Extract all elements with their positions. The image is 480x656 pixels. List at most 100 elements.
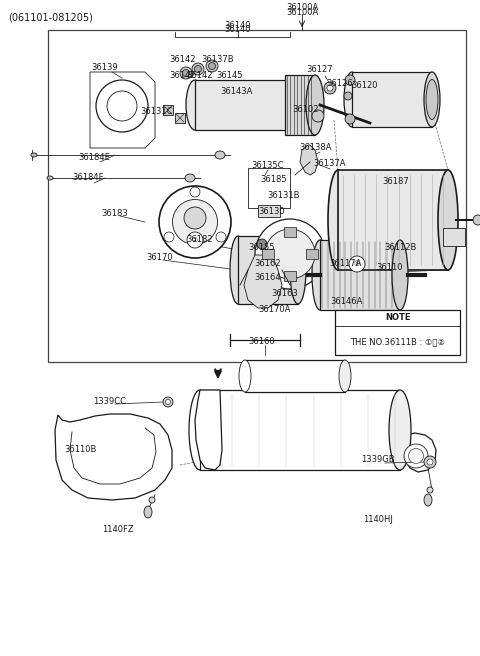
Ellipse shape (96, 80, 148, 132)
Circle shape (324, 82, 336, 94)
Text: 36184E: 36184E (78, 154, 110, 163)
Ellipse shape (339, 360, 351, 392)
Ellipse shape (312, 240, 328, 310)
FancyBboxPatch shape (175, 113, 185, 123)
Text: 36138A: 36138A (300, 144, 332, 152)
Ellipse shape (107, 91, 137, 121)
Ellipse shape (185, 174, 195, 182)
Text: 36110B: 36110B (64, 445, 96, 455)
Text: 36131C: 36131C (141, 108, 173, 117)
Text: 36137B: 36137B (202, 56, 234, 64)
Ellipse shape (265, 229, 315, 279)
Text: 36135C: 36135C (252, 161, 284, 169)
Text: (061101-081205): (061101-081205) (8, 12, 93, 22)
Bar (338, 170, 448, 270)
Text: 36139: 36139 (92, 64, 118, 73)
Text: 36112B: 36112B (384, 243, 416, 253)
Text: 36110: 36110 (377, 264, 403, 272)
Bar (284, 227, 296, 237)
Polygon shape (195, 390, 222, 470)
Text: 36162: 36162 (255, 260, 281, 268)
Circle shape (166, 400, 170, 405)
FancyBboxPatch shape (443, 228, 465, 246)
Ellipse shape (344, 72, 360, 127)
Text: 1140HJ: 1140HJ (363, 516, 393, 525)
Ellipse shape (255, 219, 325, 289)
Text: 36170: 36170 (147, 253, 173, 262)
Ellipse shape (290, 236, 306, 304)
Bar (195, 80, 305, 130)
Ellipse shape (208, 62, 216, 70)
Text: 36155: 36155 (249, 243, 275, 253)
Ellipse shape (306, 75, 324, 135)
Text: 36137A: 36137A (314, 159, 346, 169)
Text: 36182: 36182 (187, 236, 213, 245)
Text: 36100A: 36100A (286, 3, 318, 12)
Circle shape (345, 75, 355, 85)
Text: ②: ② (192, 237, 198, 243)
Text: 1339CC: 1339CC (94, 398, 127, 407)
Text: 36142: 36142 (187, 72, 213, 81)
Ellipse shape (172, 199, 217, 245)
Text: 36187: 36187 (383, 178, 409, 186)
Bar (320, 240, 400, 310)
Text: 36142: 36142 (170, 56, 196, 64)
Ellipse shape (424, 494, 432, 506)
Ellipse shape (189, 390, 211, 470)
Ellipse shape (31, 153, 37, 157)
Ellipse shape (190, 187, 200, 197)
Text: 36164: 36164 (255, 274, 281, 283)
Polygon shape (400, 433, 436, 472)
Ellipse shape (186, 80, 204, 130)
Ellipse shape (216, 232, 226, 242)
Circle shape (345, 114, 355, 124)
Ellipse shape (194, 66, 202, 73)
FancyBboxPatch shape (163, 105, 173, 115)
Ellipse shape (239, 360, 251, 392)
Ellipse shape (438, 170, 458, 270)
Polygon shape (55, 414, 172, 500)
Ellipse shape (404, 444, 428, 468)
Text: 36102: 36102 (293, 106, 319, 115)
Ellipse shape (328, 170, 348, 270)
Text: 36100A: 36100A (286, 8, 318, 17)
Text: 36117A: 36117A (329, 260, 361, 268)
Text: ①: ① (354, 261, 360, 267)
Polygon shape (300, 145, 318, 175)
Ellipse shape (159, 186, 231, 258)
Ellipse shape (192, 63, 204, 75)
Bar (245, 360, 345, 392)
Ellipse shape (149, 497, 155, 503)
Text: NOTE: NOTE (385, 314, 410, 323)
Bar (285, 75, 315, 135)
Text: 36127: 36127 (307, 66, 333, 75)
Polygon shape (90, 72, 155, 148)
Circle shape (163, 397, 173, 407)
Circle shape (312, 110, 324, 122)
Ellipse shape (473, 215, 480, 225)
Ellipse shape (47, 176, 53, 180)
Text: 36145: 36145 (217, 72, 243, 81)
Ellipse shape (164, 232, 174, 242)
Text: 36146A: 36146A (330, 298, 362, 306)
Polygon shape (244, 255, 282, 308)
Bar (306, 249, 318, 259)
Text: 36126: 36126 (327, 79, 353, 89)
Circle shape (327, 85, 333, 91)
Ellipse shape (392, 240, 408, 310)
Circle shape (257, 239, 267, 249)
Text: 36185: 36185 (261, 176, 288, 184)
Ellipse shape (180, 67, 192, 79)
Text: 36140: 36140 (225, 20, 251, 30)
Text: THE NO.36111B : ①～②: THE NO.36111B : ①～② (350, 337, 445, 346)
Ellipse shape (206, 60, 218, 72)
Ellipse shape (144, 506, 152, 518)
Ellipse shape (424, 72, 440, 127)
Bar (352, 72, 432, 127)
Ellipse shape (408, 449, 423, 464)
Circle shape (427, 459, 433, 465)
Ellipse shape (426, 79, 438, 119)
Bar (284, 271, 296, 281)
Text: 36163: 36163 (272, 289, 299, 298)
Ellipse shape (389, 390, 411, 470)
